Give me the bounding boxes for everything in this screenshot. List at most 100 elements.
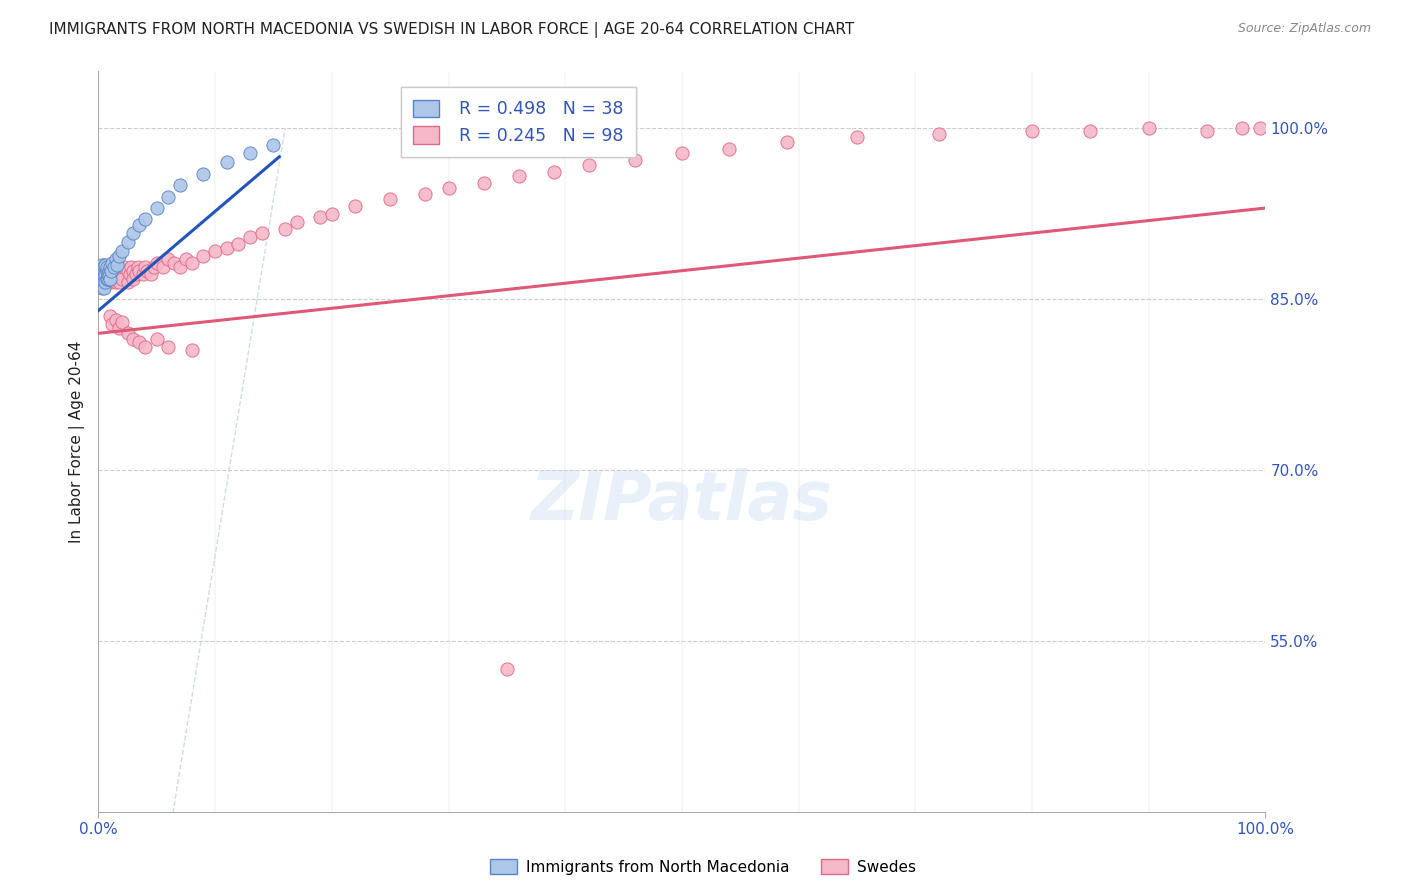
Point (193, 249, 215, 263)
Point (128, 335, 150, 350)
Point (180, 343, 202, 358)
Point (111, 315, 134, 329)
Point (90, 269, 112, 284)
Point (111, 244, 134, 259)
Point (309, 210, 332, 224)
Point (344, 199, 367, 213)
Point (104, 267, 127, 281)
Point (146, 256, 169, 270)
Point (91, 275, 114, 289)
Point (139, 267, 162, 281)
Point (117, 235, 139, 250)
Point (104, 275, 127, 289)
Point (112, 260, 135, 275)
Point (717, 142, 740, 156)
Point (97, 275, 120, 289)
Point (111, 267, 134, 281)
Point (101, 271, 124, 285)
Point (136, 263, 159, 277)
Point (157, 189, 180, 203)
Point (98, 263, 121, 277)
Point (105, 267, 128, 281)
Point (101, 260, 124, 275)
Point (250, 226, 273, 240)
Point (472, 176, 495, 190)
Point (96, 260, 118, 275)
Point (143, 260, 166, 275)
Point (1230, 121, 1253, 136)
Point (157, 340, 180, 354)
Point (97, 263, 120, 277)
Point (111, 271, 134, 285)
Point (96, 271, 118, 285)
Point (97, 271, 120, 285)
Point (91, 275, 114, 289)
Point (228, 237, 250, 252)
Point (380, 192, 402, 206)
Point (274, 221, 297, 235)
Point (204, 244, 226, 259)
Point (98, 260, 121, 275)
Point (94, 258, 117, 272)
Legend:   R = 0.498   N = 38,   R = 0.245   N = 98: R = 0.498 N = 38, R = 0.245 N = 98 (401, 87, 636, 157)
Point (105, 258, 128, 272)
Point (128, 218, 150, 232)
Point (134, 340, 156, 354)
Point (239, 146, 262, 161)
Point (100, 263, 122, 277)
Point (928, 127, 950, 141)
Point (262, 138, 284, 153)
Point (104, 252, 127, 267)
Legend: Immigrants from North Macedonia, Swedes: Immigrants from North Macedonia, Swedes (482, 852, 924, 882)
Point (163, 256, 186, 270)
Point (98, 271, 121, 285)
Point (101, 256, 124, 270)
Point (100, 267, 122, 281)
Point (104, 312, 127, 326)
Point (120, 260, 142, 275)
Point (107, 260, 129, 275)
Point (94, 267, 117, 281)
Point (285, 215, 308, 229)
Point (97, 269, 120, 284)
Point (169, 260, 191, 275)
Point (96, 260, 118, 275)
Point (97, 269, 120, 284)
Point (91, 263, 114, 277)
Point (103, 260, 125, 275)
Point (1080, 123, 1102, 137)
Point (94, 275, 117, 289)
Point (671, 146, 693, 161)
Point (97, 271, 120, 285)
Point (128, 263, 150, 277)
Point (215, 155, 238, 169)
Point (496, 662, 519, 676)
Point (127, 260, 149, 275)
Point (98, 271, 121, 285)
Point (508, 169, 530, 183)
Point (157, 252, 180, 267)
Point (96, 267, 118, 281)
Point (97, 263, 120, 277)
Point (169, 178, 191, 193)
Point (846, 130, 869, 145)
Point (1021, 123, 1043, 137)
Point (93, 271, 115, 285)
Point (134, 212, 156, 227)
Point (93, 258, 115, 272)
Point (413, 187, 436, 202)
Point (103, 263, 125, 277)
Point (437, 180, 460, 194)
Point (215, 241, 238, 255)
Point (193, 167, 215, 181)
Point (321, 207, 343, 221)
Point (1137, 121, 1160, 136)
Point (96, 263, 118, 277)
Point (1195, 123, 1218, 137)
Point (94, 263, 117, 277)
Point (624, 153, 647, 168)
Point (108, 249, 131, 263)
Point (93, 269, 115, 284)
Text: Source: ZipAtlas.com: Source: ZipAtlas.com (1237, 22, 1371, 36)
Point (108, 263, 131, 277)
